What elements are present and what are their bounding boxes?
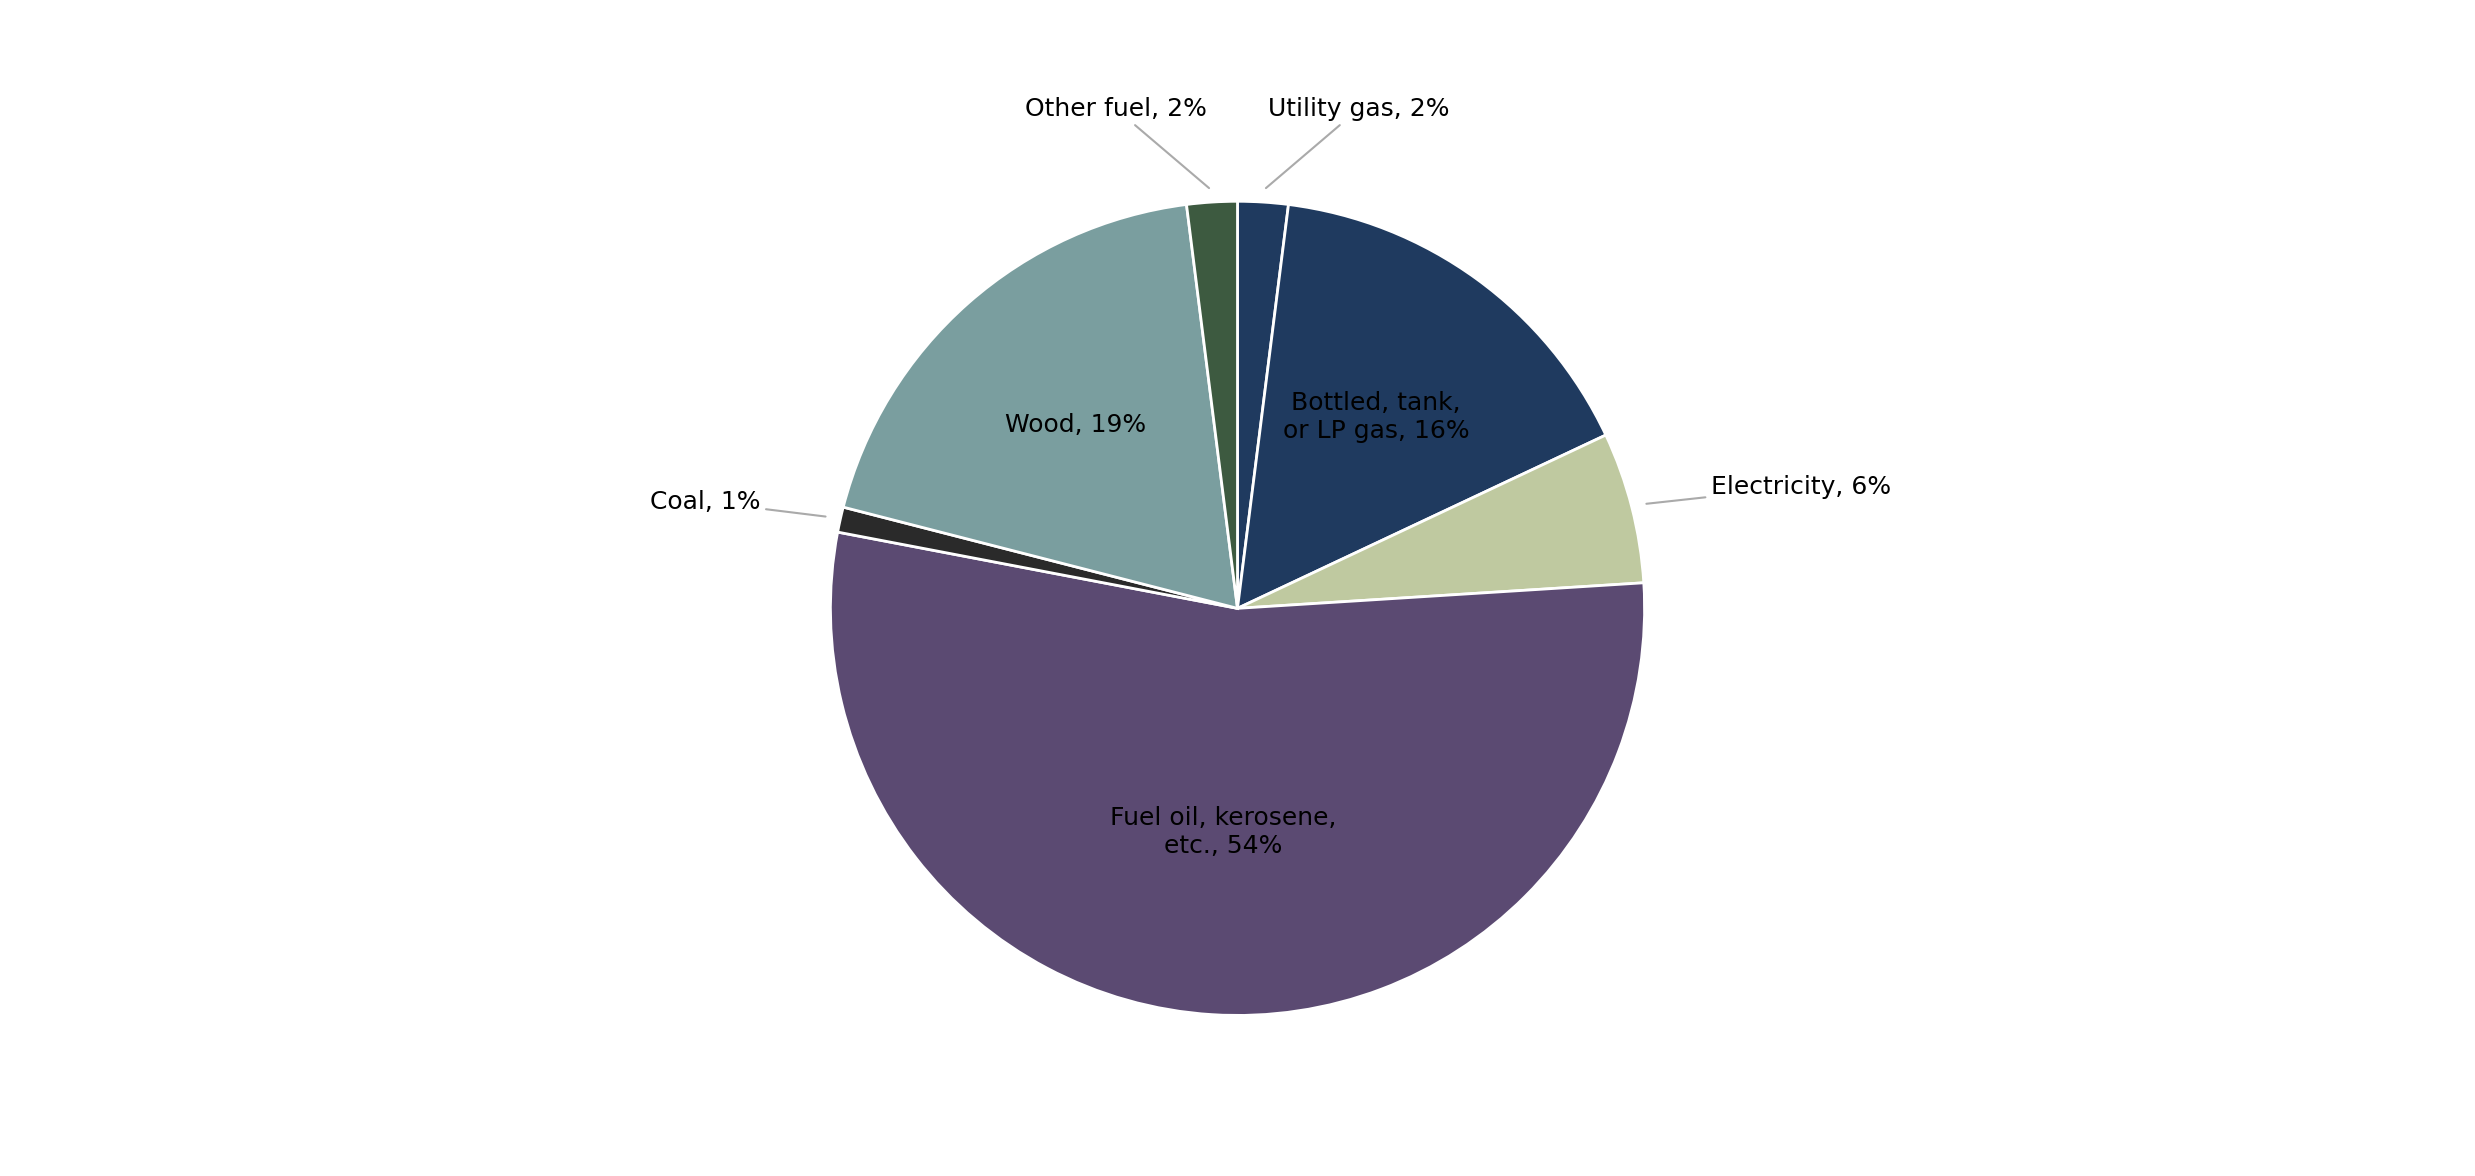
Wedge shape: [837, 507, 1238, 608]
Text: Bottled, tank,
or LP gas, 16%: Bottled, tank, or LP gas, 16%: [1282, 392, 1470, 443]
Text: Utility gas, 2%: Utility gas, 2%: [1265, 96, 1450, 188]
Wedge shape: [1238, 205, 1606, 608]
Text: Fuel oil, kerosene,
etc., 54%: Fuel oil, kerosene, etc., 54%: [1111, 806, 1337, 857]
Text: Electricity, 6%: Electricity, 6%: [1646, 475, 1891, 503]
Text: Wood, 19%: Wood, 19%: [1005, 413, 1146, 437]
Wedge shape: [844, 205, 1238, 608]
Wedge shape: [1186, 201, 1238, 608]
Text: Other fuel, 2%: Other fuel, 2%: [1025, 96, 1210, 188]
Text: Coal, 1%: Coal, 1%: [651, 489, 827, 516]
Wedge shape: [832, 532, 1643, 1015]
Wedge shape: [1238, 201, 1289, 608]
Wedge shape: [1238, 435, 1643, 608]
